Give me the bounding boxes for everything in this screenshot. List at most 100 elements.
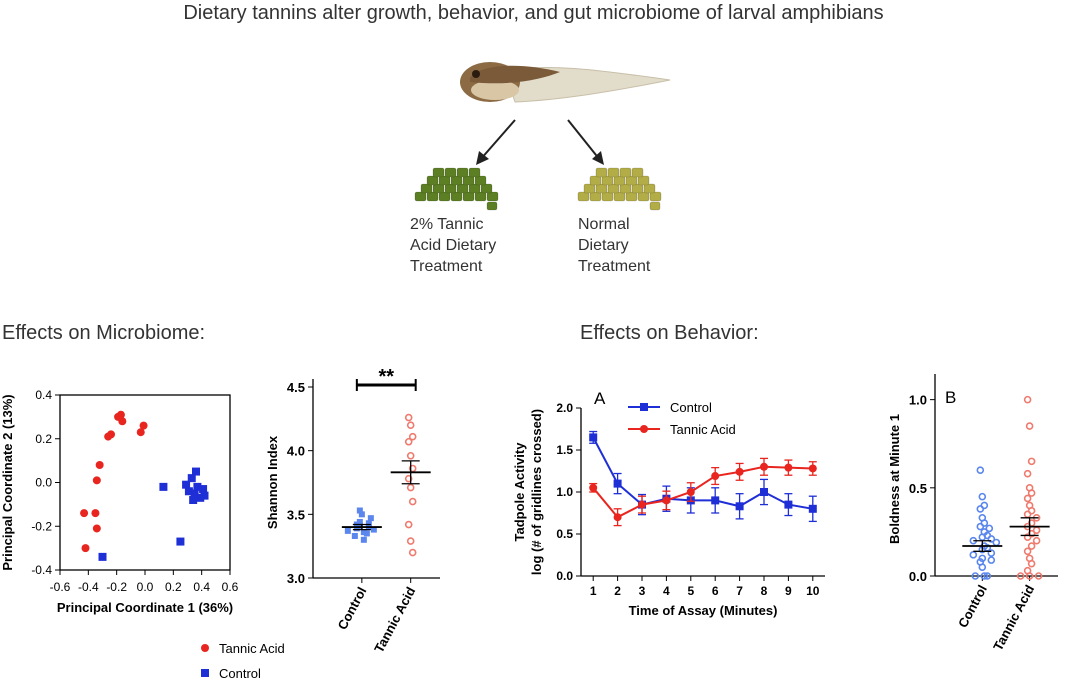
pellet	[583, 183, 596, 194]
x-tick-label: 10	[806, 584, 820, 598]
data-point	[1023, 510, 1032, 519]
x-tick-label: 6	[712, 584, 719, 598]
data-point	[193, 482, 202, 491]
data-point	[92, 476, 101, 485]
data-point	[200, 491, 209, 500]
data-point	[199, 485, 208, 494]
y-axis-label: Boldness at Minute 1	[887, 414, 902, 544]
data-point	[184, 487, 193, 496]
data-point	[406, 451, 415, 460]
pellet	[450, 175, 463, 186]
pellet	[468, 167, 481, 178]
data-point	[192, 467, 200, 476]
y-tick-label: 0.2	[35, 432, 52, 446]
tannic-treatment-line-2: Acid Dietary	[410, 237, 497, 254]
data-point	[1027, 542, 1036, 550]
panel-label: A	[594, 389, 606, 408]
data-point	[189, 496, 198, 504]
data-point	[351, 532, 358, 539]
x-tick-label: 8	[761, 584, 768, 598]
y-axis-label: Principal Coordinate 2 (13%)	[0, 394, 15, 570]
data-point	[91, 509, 100, 518]
x-tick-label: -0.6	[50, 580, 71, 594]
y-tick-label: 1.0	[909, 393, 927, 408]
normal-pellets-illustration	[577, 167, 662, 211]
pellet	[426, 175, 439, 186]
tannic-treatment-label: 2% Tannic Acid Dietary Treatment	[410, 214, 496, 277]
data-point	[1027, 489, 1036, 497]
normal-treatment-label: Normal Dietary Treatment	[578, 214, 650, 277]
data-point	[987, 549, 996, 557]
data-point	[985, 524, 994, 533]
pellet	[486, 201, 498, 211]
category-label: Control	[955, 582, 990, 630]
data-point	[358, 511, 365, 518]
data-point	[367, 515, 374, 522]
legend-marker	[201, 644, 209, 652]
data-point	[1023, 395, 1032, 404]
data-point	[638, 500, 646, 509]
pellet	[595, 183, 608, 194]
data-point	[408, 497, 417, 506]
legend-label: Tannic Acid	[670, 422, 736, 437]
data-point	[711, 496, 720, 505]
data-point	[187, 474, 196, 483]
data-point	[404, 413, 413, 422]
pellet	[607, 183, 620, 194]
category-label: Tannic Acid	[990, 582, 1037, 653]
y-tick-label: 1.5	[556, 443, 573, 457]
pellet	[589, 191, 602, 202]
series-line	[592, 465, 813, 519]
pellet	[450, 191, 463, 202]
data-point	[1023, 547, 1032, 556]
pcoa-chart: -0.6 -0.4 -0.2 0.0 0.2 0.4 0.6 0.4 0.2 0.0 -0.2 -0.…	[0, 388, 285, 681]
data-point	[976, 505, 985, 513]
pellet	[456, 167, 469, 178]
x-tick-label: 9	[785, 584, 792, 598]
data-point	[662, 496, 671, 505]
normal-treatment-line-3: Treatment	[578, 258, 651, 275]
y-tick-label: -0.2	[31, 519, 52, 533]
data-point	[80, 509, 89, 518]
tadpole-illustration	[460, 62, 671, 103]
y-tick-label: 0.5	[909, 481, 927, 496]
data-point	[182, 480, 191, 489]
category-label: Tannic Acid	[371, 584, 418, 655]
y-axis-label-secondary: log (# of gridlines crossed)	[529, 409, 544, 575]
data-point	[760, 462, 768, 471]
y-axis-label: Shannon Index	[265, 435, 280, 529]
x-tick-label: 0.0	[137, 580, 154, 594]
x-tick-label: 5	[687, 584, 694, 598]
x-tick-label: -0.2	[106, 580, 127, 594]
data-point	[613, 479, 622, 488]
legend-label: Control	[219, 666, 261, 681]
activity-chart: 2.0 1.5 1.0 0.5 0.0 1 2 3 4 5 6 7 8 9 10 Time of Assay …	[512, 389, 825, 618]
pellet	[474, 175, 487, 186]
data-point	[784, 500, 793, 509]
pellet	[601, 175, 614, 186]
legend-marker	[640, 403, 648, 411]
data-point	[760, 488, 768, 496]
data-point	[370, 526, 377, 533]
x-tick-label: -0.4	[78, 580, 99, 594]
x-tick-label: 0.4	[193, 580, 210, 594]
pellet	[637, 191, 650, 202]
arrow-left-icon	[476, 119, 516, 165]
data-point	[589, 483, 598, 492]
data-point	[992, 538, 1001, 547]
y-tick-label: 4.5	[287, 380, 305, 395]
pellet	[613, 175, 626, 186]
data-point	[784, 463, 793, 472]
pellet	[432, 183, 445, 194]
data-point	[808, 504, 817, 513]
data-point	[1032, 536, 1041, 545]
data-point	[1016, 572, 1025, 580]
data-point	[196, 493, 205, 502]
pellet	[438, 175, 451, 186]
x-tick-label: 2	[614, 584, 621, 598]
data-point	[976, 466, 985, 474]
data-point	[353, 525, 360, 532]
data-point	[978, 563, 987, 571]
data-point	[92, 524, 101, 533]
